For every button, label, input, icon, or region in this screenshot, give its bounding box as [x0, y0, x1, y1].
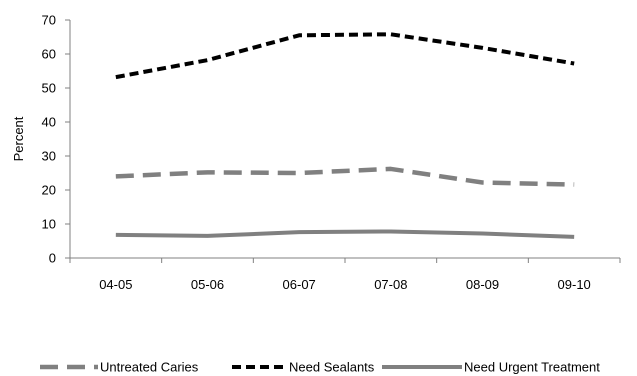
x-tick-label: 06-07 — [283, 277, 316, 292]
series-line-3 — [115, 229, 575, 239]
legend: Untreated Caries Need Sealants Need Urgent… — [40, 360, 600, 375]
y-tick-label: 10 — [42, 217, 56, 232]
y-tick-label: 30 — [42, 149, 56, 164]
x-tick-label: 05-06 — [191, 277, 224, 292]
series-lines — [115, 32, 575, 239]
y-axis-ticks: 0 10 20 30 40 50 60 70 — [42, 13, 70, 266]
y-tick-label: 40 — [42, 115, 56, 130]
y-tick-label: 50 — [42, 81, 56, 96]
x-tick-label: 09-10 — [558, 277, 591, 292]
x-axis-ticks: 04-05 05-06 06-07 07-08 08-09 09-10 — [69, 258, 621, 292]
y-tick-label: 20 — [42, 183, 56, 198]
y-tick-label: 0 — [49, 251, 56, 266]
y-axis-title: Percent — [11, 116, 26, 161]
legend-label-2: Need Sealants — [289, 360, 375, 375]
series-line-1 — [115, 166, 575, 187]
y-tick-label: 70 — [42, 13, 56, 28]
x-tick-label: 07-08 — [374, 277, 407, 292]
legend-label-3: Need Urgent Treatment — [464, 360, 600, 375]
x-tick-label: 04-05 — [99, 277, 132, 292]
x-tick-label: 08-09 — [466, 277, 499, 292]
y-tick-label: 60 — [42, 47, 56, 62]
legend-label-1: Untreated Caries — [100, 360, 199, 375]
series-line-2 — [115, 32, 575, 80]
